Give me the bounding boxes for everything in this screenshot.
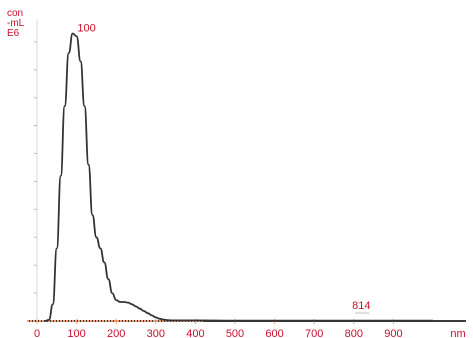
x-tick-label: 700: [305, 328, 323, 338]
x-tick-label: 500: [226, 328, 244, 338]
y-axis-label-line: -mL: [7, 18, 25, 29]
x-tick-label: 400: [186, 328, 204, 338]
y-axis-label-line: con: [7, 8, 23, 19]
x-tick-label: 0: [34, 328, 40, 338]
y-axis: [34, 20, 38, 321]
x-tick-label: 900: [384, 328, 402, 338]
x-tick-label: 800: [345, 328, 363, 338]
x-tick-label: 300: [147, 328, 165, 338]
x-unit-label: nm: [450, 328, 465, 338]
annotations: 100 814: [77, 23, 371, 314]
x-tick-label: 600: [265, 328, 283, 338]
peak-annotation: 100: [77, 23, 95, 35]
series-group: [44, 32, 433, 322]
series-line: [44, 32, 433, 322]
x-tick-label: 200: [107, 328, 125, 338]
x-tick-labels: 0 100 200 300 400 500 600 700 800 900 nm: [34, 328, 466, 338]
x-tick-label: 100: [67, 328, 85, 338]
y-axis-label-line: E6: [7, 28, 20, 39]
peak-annotation: 814: [352, 300, 370, 312]
